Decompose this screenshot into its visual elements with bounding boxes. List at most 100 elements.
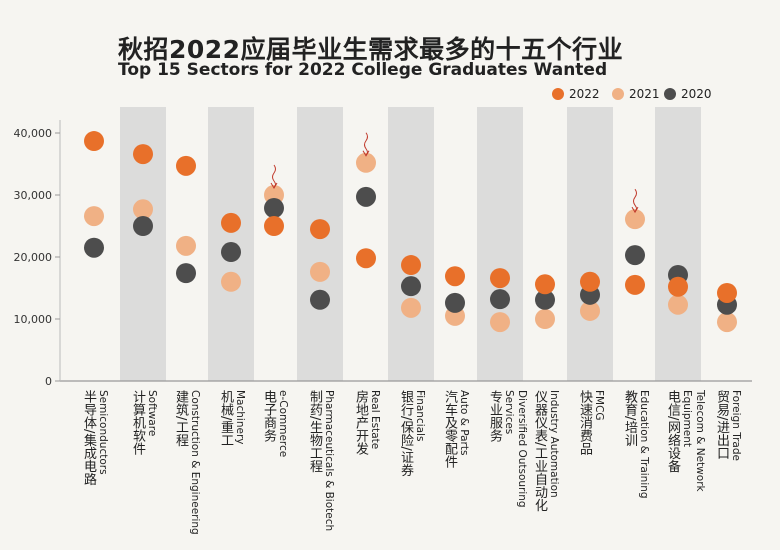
- x-tick-label-zh: 建筑/工程: [173, 390, 188, 447]
- data-point-2021: [221, 271, 241, 292]
- category-band: [567, 107, 613, 381]
- data-point-2021: [490, 312, 510, 333]
- data-point-2020: [221, 242, 241, 263]
- x-tick-label-en: Construction & Engineering: [189, 390, 201, 535]
- x-tick-label: Construction & Engineering 建筑/工程: [173, 390, 201, 535]
- data-point-2022: [133, 144, 153, 165]
- x-tick-label-zh: 专业服务: [487, 390, 502, 442]
- x-tick-label-zh: 计算机软件: [130, 390, 145, 455]
- data-point-2020: [445, 292, 465, 313]
- x-tick-label-zh: 银行/保险/证券: [398, 390, 413, 477]
- data-point-2020: [625, 245, 645, 266]
- x-tick-label-en: Software: [146, 390, 158, 437]
- x-tick-label-en: Pharmaceuticals & Biotech: [323, 390, 335, 532]
- data-point-2020: [264, 198, 284, 219]
- data-point-2022: [356, 248, 376, 269]
- legend-label: 2020: [681, 87, 712, 101]
- x-tick-label: Semiconductors 半导体/集成电路: [81, 390, 109, 485]
- x-tick-label: Pharmaceuticals & Biotech 制药/生物工程: [307, 390, 335, 531]
- data-point-2020: [84, 237, 104, 258]
- data-point-2021: [84, 206, 104, 227]
- x-tick-label: Real Estate 房地产开发: [353, 390, 381, 455]
- x-tick-label: Software 计算机软件: [130, 390, 158, 455]
- legend-swatch: [664, 88, 676, 100]
- x-tick-label-en: Industry Automation: [548, 390, 560, 498]
- x-tick-label: e-Commerce 电子商务: [261, 390, 289, 457]
- legend-swatch: [552, 88, 564, 100]
- x-tick-label-en: Foreign Trade: [730, 390, 742, 461]
- data-point-2022: [264, 216, 284, 236]
- x-tick-label-en: Telecom & Network Equipment: [681, 390, 706, 492]
- x-tick-label-en: e-Commerce: [277, 390, 289, 458]
- data-point-2021: [580, 300, 600, 321]
- x-tick-label-en: Financials: [414, 390, 426, 442]
- legend-item-2022: 2022: [552, 87, 600, 101]
- data-point-2021: [717, 312, 737, 333]
- data-point-2021: [668, 294, 688, 315]
- category-band: [297, 107, 343, 381]
- category-band: [655, 107, 701, 381]
- x-tick-label: Financials 银行/保险/证券: [398, 390, 426, 477]
- x-tick-label: FMCG 快速消费品: [577, 390, 605, 455]
- category-band: [477, 107, 523, 381]
- data-point-2022: [625, 274, 645, 295]
- legend-label: 2021: [629, 87, 660, 101]
- x-tick-label-en: Education & Training: [638, 390, 650, 499]
- data-point-2020: [535, 289, 555, 310]
- x-tick-label-en: Diversified Outsouring Services: [503, 390, 528, 508]
- x-tick-label-en: Real Estate: [369, 390, 381, 450]
- legend-item-2021: 2021: [612, 87, 660, 101]
- x-tick-label-zh: 教育/培训: [622, 390, 637, 447]
- data-point-2021: [356, 152, 376, 173]
- y-tick-label: 30,000: [14, 189, 53, 202]
- data-point-2021: [625, 209, 645, 230]
- arrow-head-icon: [362, 150, 370, 157]
- data-point-2022: [310, 219, 330, 240]
- category-band: [388, 107, 434, 381]
- data-point-2022: [717, 282, 737, 303]
- arrow-head-icon: [631, 206, 639, 214]
- chart-title: 秋招2022应届毕业生需求最多的十五个行业: [118, 35, 624, 64]
- legend-label: 2022: [569, 87, 600, 101]
- data-point-2022: [668, 276, 688, 297]
- data-point-2020: [401, 276, 421, 297]
- data-point-2020: [490, 289, 510, 310]
- data-point-2022: [221, 212, 241, 233]
- x-tick-label: Industry Automation 仪器仪表/工业自动化: [532, 390, 560, 511]
- x-tick-label-zh: 贸易/进出口: [714, 390, 729, 460]
- data-point-2022: [401, 255, 421, 276]
- x-tick-label-zh: 电子商务: [261, 390, 276, 442]
- y-tick-label: 20,000: [14, 251, 53, 264]
- data-point-2022: [84, 131, 104, 152]
- data-point-2022: [535, 274, 555, 295]
- down-arrow-icon: [272, 164, 276, 188]
- legend-item-2020: 2020: [664, 87, 712, 101]
- data-point-2021: [176, 235, 196, 256]
- data-point-2021: [401, 297, 421, 318]
- data-point-2020: [310, 289, 330, 310]
- x-tick-label: Diversified Outsouring Services 专业服务: [487, 390, 528, 550]
- chart-subtitle: Top 15 Sectors for 2022 College Graduate…: [118, 60, 608, 80]
- down-arrow-icon: [633, 188, 637, 212]
- y-tick-label: 0: [45, 375, 52, 388]
- data-point-2022: [580, 271, 600, 292]
- x-tick-label-en: FMCG: [593, 390, 605, 421]
- x-tick-label-zh: 仪器仪表/工业自动化: [532, 390, 547, 512]
- x-tick-label-en: Machinery: [234, 390, 246, 445]
- x-tick-label-zh: 电信/网络设备: [665, 390, 680, 473]
- data-point-2021: [310, 261, 330, 282]
- data-point-2020: [356, 186, 376, 207]
- data-point-2022: [176, 155, 196, 176]
- x-tick-label-zh: 制药/生物工程: [307, 390, 322, 473]
- legend-swatch: [612, 88, 624, 100]
- x-tick-label: Education & Training 教育/培训: [622, 390, 650, 499]
- x-tick-label: Telecom & Network Equipment 电信/网络设备: [665, 390, 706, 550]
- x-tick-label-zh: 快速消费品: [577, 390, 592, 455]
- data-point-2020: [176, 263, 196, 284]
- data-point-2021: [133, 199, 153, 220]
- x-tick-label-zh: 半导体/集成电路: [81, 390, 96, 486]
- x-tick-label: Foreign Trade 贸易/进出口: [714, 390, 742, 461]
- x-tick-label: Auto & Parts 汽车及零配件: [442, 390, 470, 468]
